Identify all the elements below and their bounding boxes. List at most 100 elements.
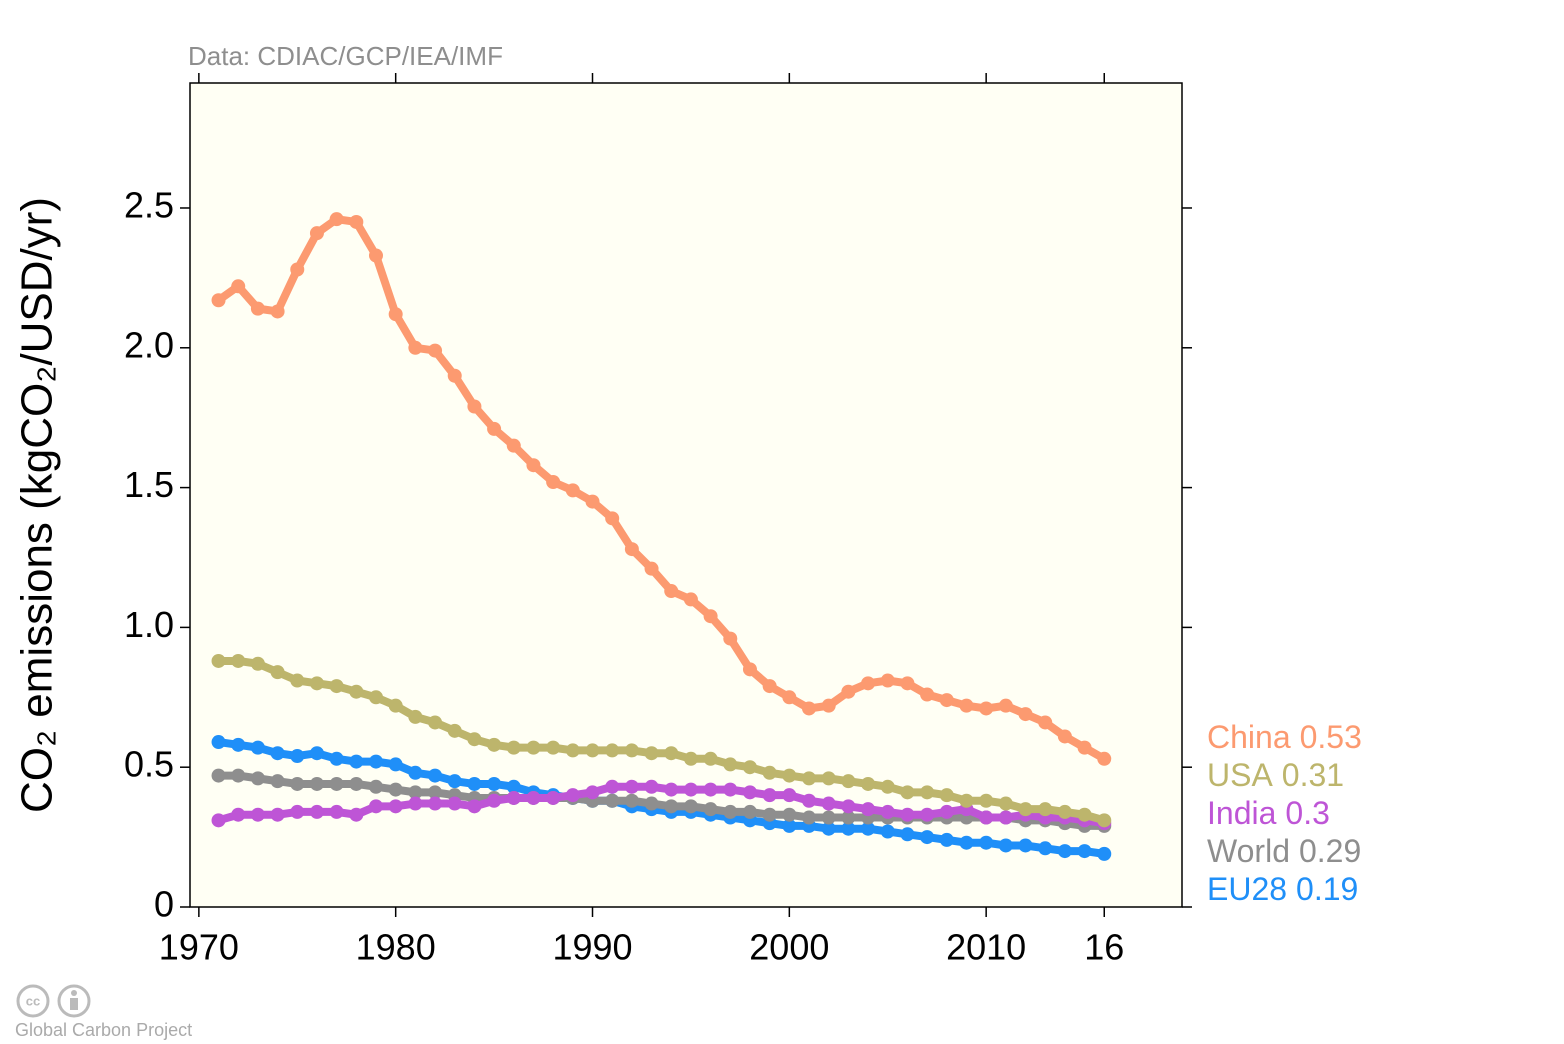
point: [664, 799, 679, 814]
point: [270, 665, 285, 680]
point: [900, 807, 915, 822]
chart-title: Data: CDIAC/GCP/IEA/IMF: [188, 41, 503, 71]
point: [723, 757, 738, 772]
point: [546, 474, 561, 489]
point: [585, 785, 600, 800]
point: [408, 765, 423, 780]
point: [939, 832, 954, 847]
point: [821, 796, 836, 811]
point: [703, 751, 718, 766]
point: [526, 458, 541, 473]
point: [782, 768, 797, 783]
end-value-label: 0.19: [1296, 871, 1358, 907]
point: [369, 690, 383, 705]
point: [211, 813, 226, 828]
point: [742, 662, 757, 677]
x-tick-label: 1970: [159, 927, 239, 968]
point: [408, 709, 423, 724]
point: [998, 838, 1013, 853]
cc-icons: cc: [16, 984, 91, 1018]
point: [585, 494, 600, 509]
point: [762, 765, 777, 780]
point: [526, 740, 541, 755]
point: [723, 631, 738, 646]
point: [428, 715, 443, 730]
svg-text:cc: cc: [26, 993, 40, 1008]
point: [290, 262, 305, 277]
point: [762, 679, 777, 694]
point: [644, 746, 659, 761]
point: [506, 438, 521, 453]
point: [369, 248, 383, 263]
point: [1077, 807, 1092, 822]
point: [821, 771, 836, 786]
point: [742, 785, 757, 800]
point: [408, 340, 423, 355]
point: [231, 807, 246, 822]
point: [329, 212, 344, 227]
point: [506, 779, 521, 794]
point: [644, 779, 659, 794]
point: [329, 679, 344, 694]
point: [762, 807, 777, 822]
point: [880, 804, 895, 819]
point: [309, 226, 324, 241]
point: [290, 673, 305, 688]
legend-entry: EU28 0.19: [1207, 871, 1358, 907]
point: [979, 701, 994, 716]
point: [211, 653, 226, 668]
point: [1038, 715, 1053, 730]
point: [1038, 802, 1053, 817]
x-tick-label: 1980: [356, 927, 436, 968]
point: [369, 754, 383, 769]
line: [218, 656, 1106, 825]
point: [703, 782, 718, 797]
point: [1097, 846, 1112, 861]
x-tick-label: 2010: [946, 927, 1026, 968]
point: [605, 793, 620, 808]
point: [782, 690, 797, 705]
point: [231, 653, 246, 668]
point: [428, 796, 443, 811]
point: [270, 746, 285, 761]
point: [841, 774, 856, 789]
legend-name: EU28: [1207, 871, 1287, 907]
point: [428, 785, 443, 800]
point: [880, 824, 895, 839]
point: [1057, 729, 1072, 744]
point: [998, 796, 1013, 811]
x-tick-label: 1990: [552, 927, 632, 968]
point: [802, 793, 817, 808]
legend-entry: World 0.29: [1207, 833, 1361, 869]
point: [920, 830, 935, 845]
point: [821, 698, 836, 713]
point: [428, 768, 443, 783]
point: [447, 774, 462, 789]
point: [408, 796, 423, 811]
point: [664, 584, 679, 599]
point: [683, 782, 698, 797]
point: [782, 807, 797, 822]
point: [487, 421, 502, 436]
point: [211, 768, 226, 783]
point: [742, 760, 757, 775]
point: [841, 821, 856, 836]
point: [506, 790, 521, 805]
point: [349, 807, 364, 822]
point: [231, 737, 246, 752]
point: [683, 799, 698, 814]
end-value-label: 0.31: [1282, 757, 1344, 793]
point: [388, 799, 403, 814]
x-tick-label: 16: [1084, 927, 1124, 968]
point: [231, 279, 246, 294]
point: [329, 751, 344, 766]
point: [861, 776, 876, 791]
point: [605, 743, 620, 758]
point: [1018, 838, 1033, 853]
point: [487, 776, 502, 791]
point: [703, 609, 718, 624]
legend-name: USA: [1207, 757, 1273, 793]
point: [802, 810, 817, 825]
point: [900, 785, 915, 800]
point: [979, 810, 994, 825]
